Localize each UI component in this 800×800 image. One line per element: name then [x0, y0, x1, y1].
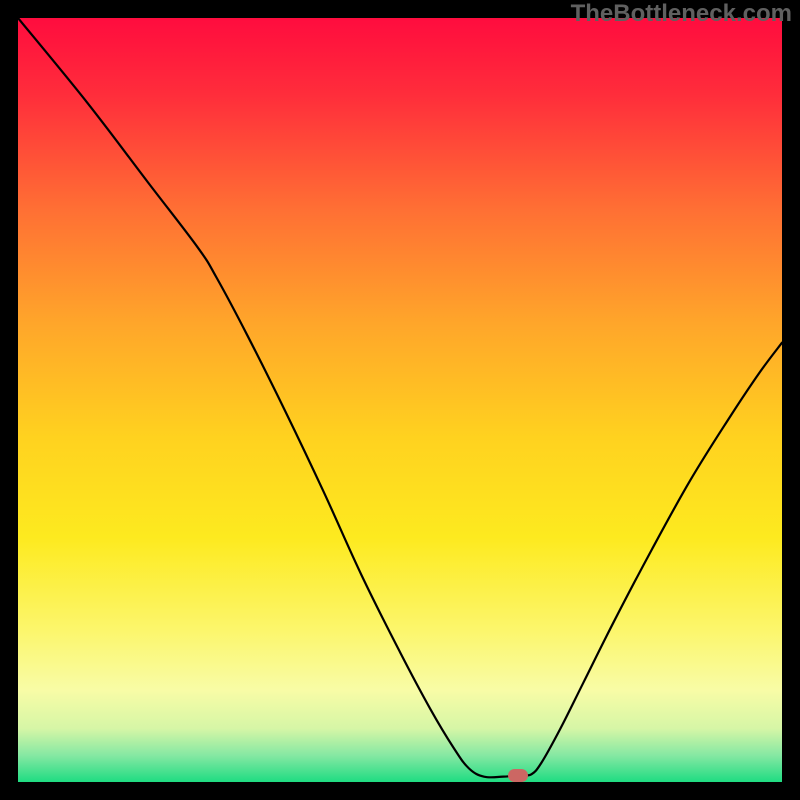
watermark-text: TheBottleneck.com	[571, 0, 792, 28]
min-marker	[508, 769, 528, 782]
plot-background	[18, 18, 782, 782]
chart-container: TheBottleneck.com	[0, 0, 800, 800]
plot-area	[18, 18, 782, 782]
